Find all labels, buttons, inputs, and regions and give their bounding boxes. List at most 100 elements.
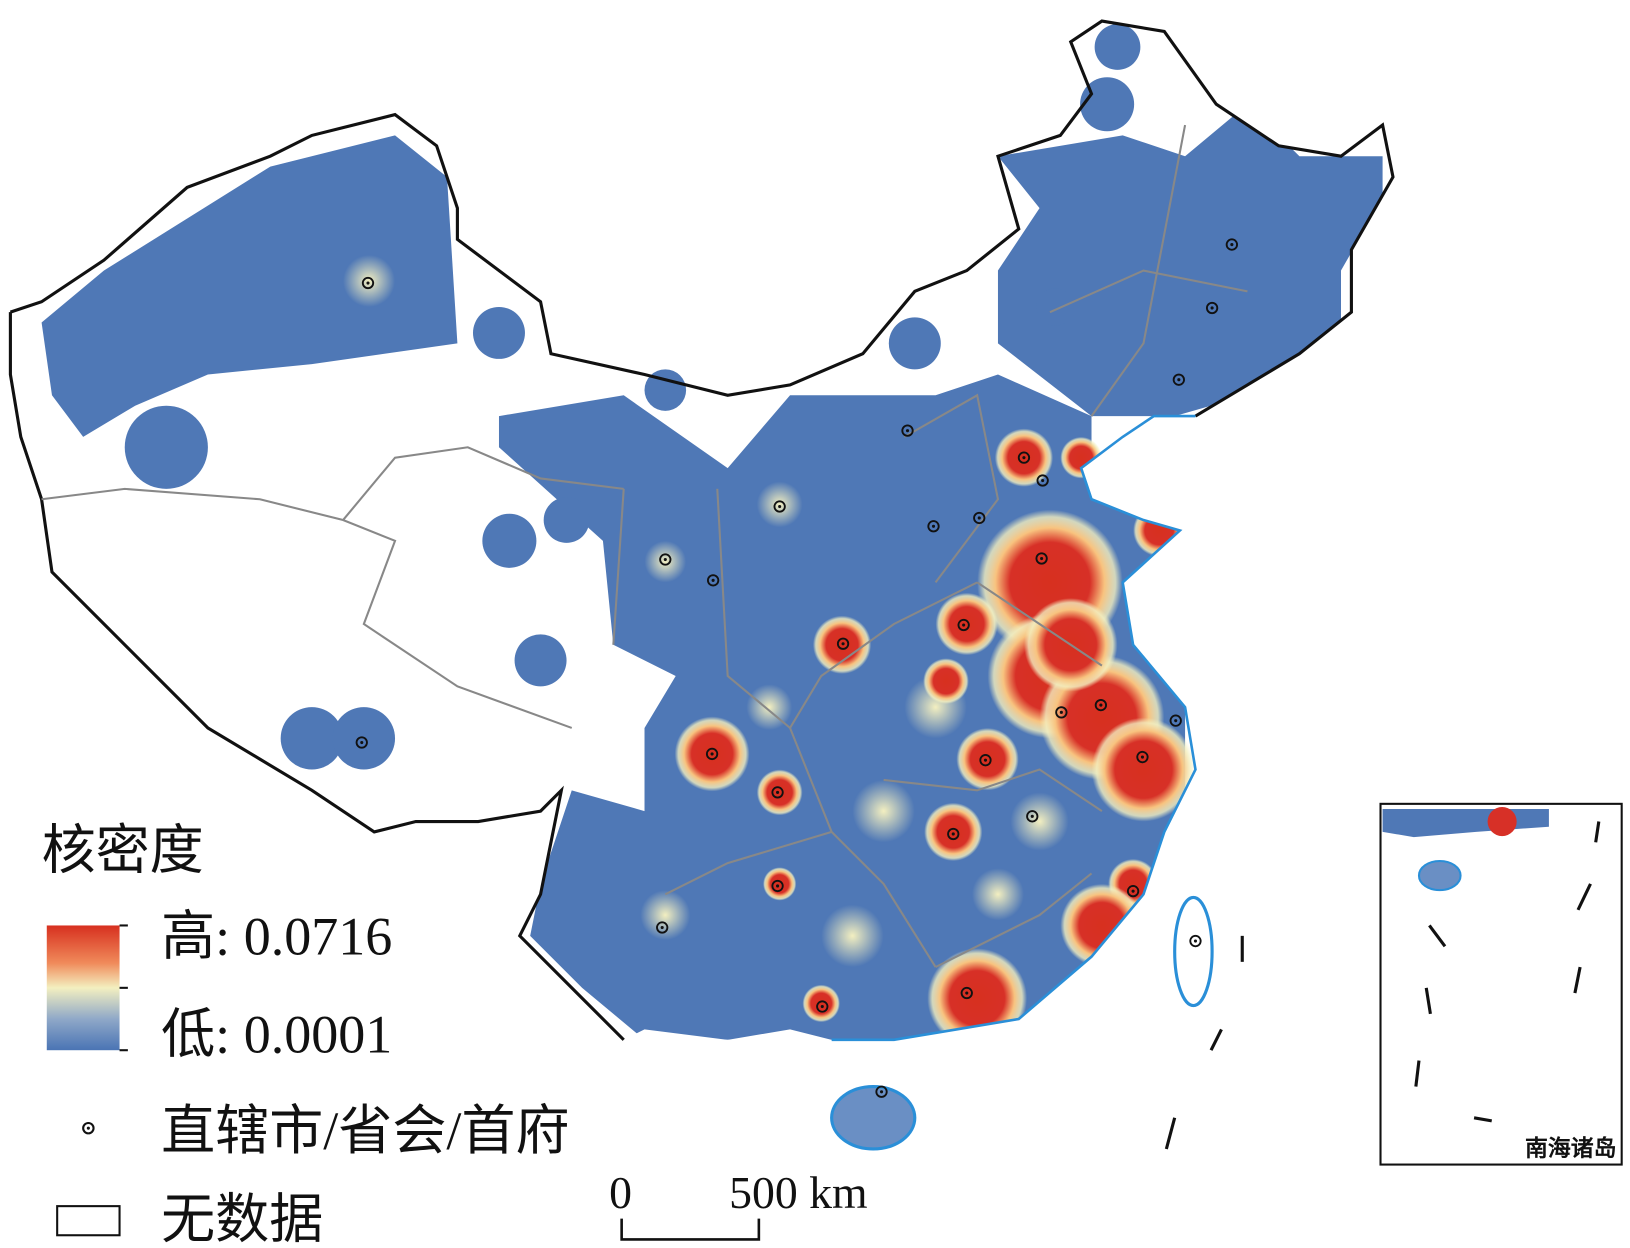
dash: [1473, 1116, 1493, 1123]
density-blob: [888, 317, 941, 370]
scale-bar: [620, 1218, 761, 1241]
capital-ring: [1094, 698, 1108, 712]
dash: [1414, 1060, 1421, 1087]
capital-dot: [983, 758, 988, 762]
density-blob: [482, 513, 537, 568]
capital-dot: [1040, 556, 1044, 561]
dash: [1573, 966, 1582, 994]
capital-dot: [1174, 719, 1178, 723]
capitals: [355, 238, 1238, 1098]
hotspot: [802, 984, 840, 1023]
inset-dashes: [1414, 821, 1601, 1123]
density-blob: [124, 405, 208, 489]
capital-dot: [1059, 710, 1063, 714]
legend-no-data: 无数据: [161, 1189, 323, 1248]
density-blob: [280, 707, 344, 770]
dash: [1424, 987, 1432, 1015]
legend-ticks: [119, 924, 128, 1052]
capital-ring: [836, 637, 850, 650]
capital-dot: [1030, 814, 1034, 818]
capital-ring: [705, 747, 719, 761]
hainan: [830, 1085, 917, 1151]
capital-ring: [960, 986, 973, 1000]
hotspot: [935, 592, 998, 656]
capital-ring: [773, 500, 786, 513]
capital-dot: [1230, 243, 1234, 247]
capital-ring: [1205, 301, 1219, 315]
capital-dot: [1177, 378, 1181, 382]
warm-spot: [746, 684, 793, 731]
legend-ramp: [46, 925, 120, 1051]
capital-dot: [660, 925, 664, 930]
hotspot: [756, 769, 803, 816]
coastline: [831, 414, 1197, 1042]
density-area: [997, 104, 1383, 417]
inset-hotspot: [1487, 806, 1517, 837]
capital-dot: [905, 429, 910, 433]
capital-dot: [841, 642, 845, 646]
warm-spot: [821, 904, 884, 968]
capital-dot: [776, 884, 780, 888]
capital-dot: [1210, 306, 1214, 310]
capital-ring: [901, 424, 914, 437]
capital-dot: [1140, 755, 1145, 759]
warm-spot: [640, 890, 691, 941]
capital-ring: [973, 511, 986, 525]
capital-dot: [931, 524, 936, 528]
density-blob: [472, 306, 525, 359]
capital-ring: [1026, 810, 1039, 823]
warm-spot: [971, 868, 1024, 921]
inset-hainan: [1417, 859, 1462, 892]
capital-ring: [1225, 238, 1238, 251]
capital-dot: [360, 740, 364, 745]
capital-dot: [951, 832, 955, 836]
scale-start: 0: [609, 1167, 632, 1218]
hotspot: [923, 658, 969, 705]
density-blob: [1094, 24, 1141, 70]
density-area: [41, 135, 458, 437]
density-blob: [543, 497, 590, 543]
hotspot: [1091, 717, 1196, 822]
capital-dot: [1022, 456, 1026, 460]
density-blob: [1080, 77, 1135, 132]
capital-ring: [816, 1000, 829, 1013]
capital-ring: [771, 879, 784, 893]
capital-dot: [1041, 478, 1045, 483]
legend-capital-dot: [86, 1126, 90, 1130]
inset-label: 南海诸岛: [1525, 1135, 1616, 1162]
legend-high: 高: 0.0716: [161, 907, 392, 967]
capital-ring: [1036, 474, 1049, 487]
hotspot: [924, 802, 983, 862]
warm-spot: [343, 254, 396, 307]
capital-ring: [947, 827, 960, 841]
density-blobs: [124, 24, 1141, 770]
capital-ring: [656, 921, 669, 934]
capital-ring: [1136, 750, 1149, 764]
legend-title: 核密度: [42, 820, 204, 880]
capital-ring: [979, 754, 992, 767]
dash: [1209, 1028, 1223, 1051]
capital-dot: [776, 790, 780, 794]
capital-dot: [710, 752, 714, 756]
capital-dot: [778, 504, 782, 509]
capital-ring: [957, 618, 970, 632]
capital-dot: [965, 991, 969, 995]
hotspot: [956, 727, 1019, 791]
capital-ring: [355, 736, 368, 749]
warm-spot: [756, 481, 803, 528]
capital-dot: [820, 1004, 824, 1009]
capital-ring: [361, 276, 375, 290]
capital-dot: [977, 516, 981, 520]
capital-ring: [1189, 934, 1202, 948]
capital-ring: [659, 553, 672, 566]
warm-spot: [644, 540, 687, 583]
warm-spot: [1010, 792, 1069, 851]
capital-ring: [875, 1085, 888, 1098]
legend-no-data-symbol: [56, 1205, 121, 1237]
capital-dot: [962, 623, 966, 627]
density-blob: [514, 634, 567, 687]
capital-dot: [1193, 939, 1198, 943]
capital-ring: [1017, 451, 1031, 464]
